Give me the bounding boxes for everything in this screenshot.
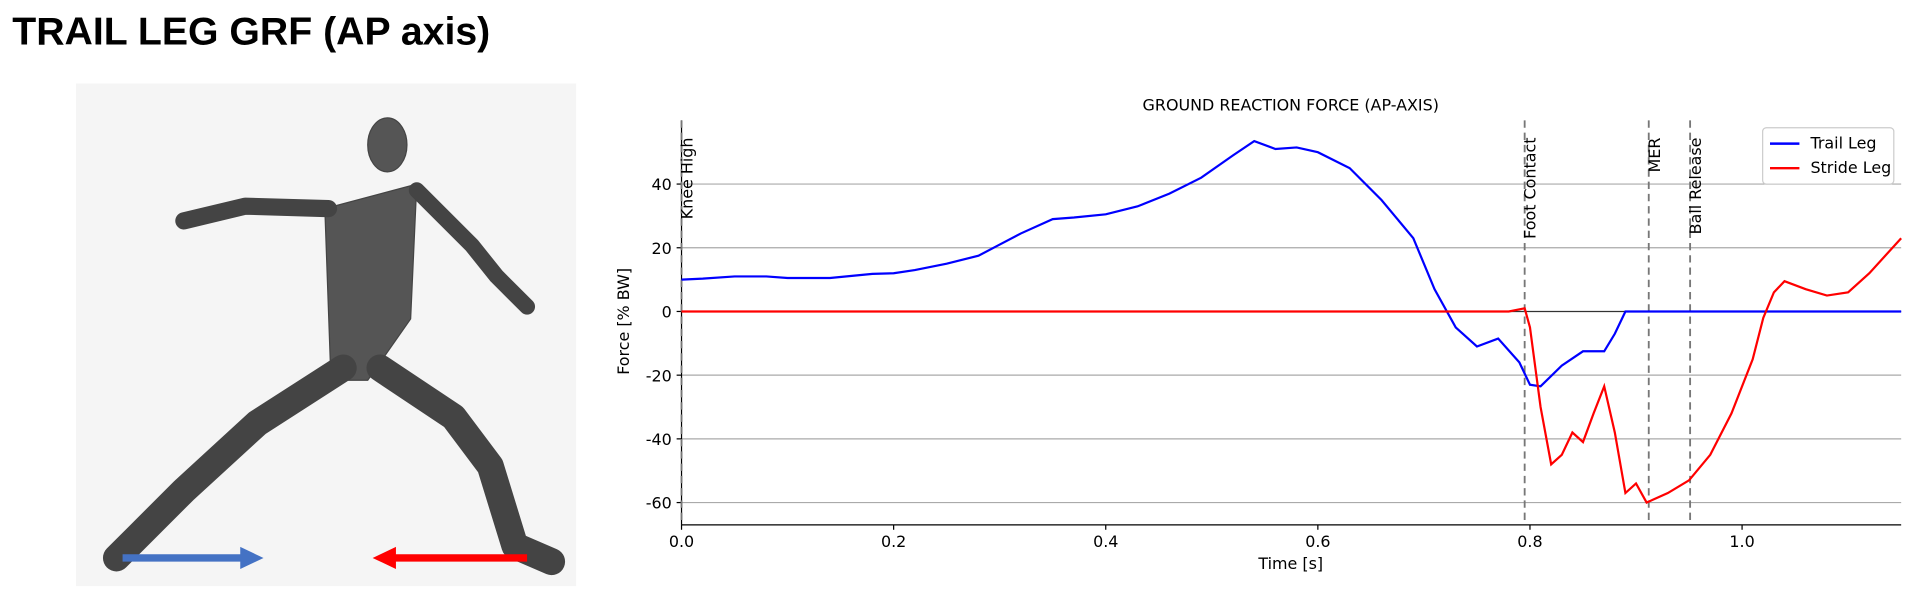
- chart: GROUND REACTION FORCE (AP-AXIS) Time [s]…: [614, 96, 1902, 573]
- event-label: Ball Release: [1686, 138, 1705, 235]
- event-label: Foot Contact: [1521, 138, 1540, 239]
- page-title: TRAIL LEG GRF (AP axis): [12, 9, 490, 53]
- y-tick-label: -20: [646, 366, 672, 385]
- legend-label: Trail Leg: [1809, 134, 1876, 153]
- x-tick-label: 0.4: [1093, 532, 1118, 551]
- x-axis-label: Time [s]: [1257, 554, 1323, 573]
- x-tick-label: 0.8: [1517, 532, 1542, 551]
- y-axis-label: Force [% BW]: [614, 268, 633, 375]
- x-tick-label: 0.2: [881, 532, 906, 551]
- y-tick-label: -40: [646, 430, 672, 449]
- x-tick-label: 1.0: [1729, 532, 1754, 551]
- x-tick-label: 0.6: [1305, 532, 1330, 551]
- chart-title: GROUND REACTION FORCE (AP-AXIS): [1143, 96, 1439, 115]
- event-label: MER: [1645, 138, 1664, 173]
- y-tick-label: 40: [651, 175, 671, 194]
- legend-box: [1762, 127, 1895, 185]
- y-tick-label: 20: [651, 239, 671, 258]
- y-tick-label: -60: [646, 494, 672, 513]
- figure-illustration: [75, 83, 577, 587]
- legend-label: Stride Leg: [1810, 158, 1891, 177]
- event-label: Knee High: [678, 138, 697, 220]
- series-line: [681, 139, 1902, 388]
- x-tick-label: 0.0: [669, 532, 694, 551]
- y-tick-label: 0: [662, 303, 672, 322]
- series-line: [681, 237, 1902, 504]
